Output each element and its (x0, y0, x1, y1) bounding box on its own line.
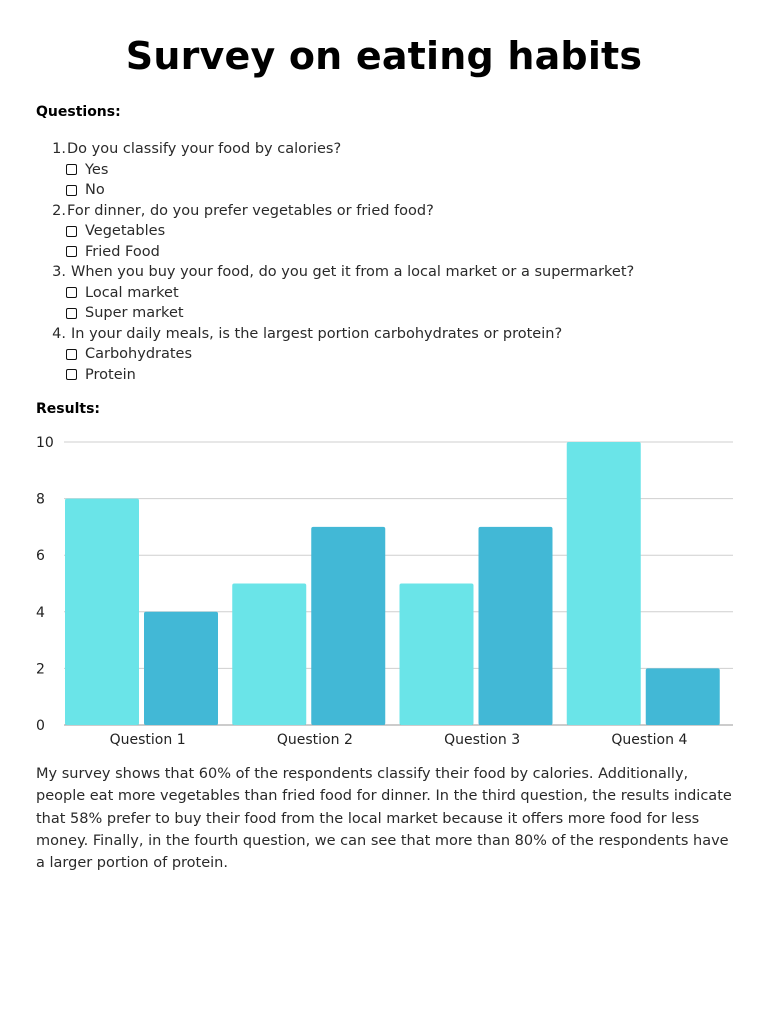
bar (399, 583, 474, 725)
questions-list: 1. Do you classify your food by calories?… (36, 139, 736, 385)
y-tick-label: 6 (36, 548, 45, 564)
checkbox-icon[interactable] (66, 307, 77, 319)
bar-chart: 0 2 4 6 8 10 Question 1 Question 2 Question 3 Que… (36, 435, 733, 748)
question-item: 2. For dinner, do you prefer vegetables o… (36, 201, 736, 263)
question-number: 3. (52, 264, 66, 280)
question-number: 1. (52, 141, 66, 157)
bar (144, 611, 218, 725)
checkbox-icon[interactable] (66, 369, 77, 381)
option-no[interactable]: No (36, 180, 736, 201)
option-yes[interactable]: Yes (36, 160, 736, 181)
option-label: Carbohydrates (85, 346, 193, 362)
option-label: Vegetables (85, 223, 166, 239)
question-item: 4. In your daily meals, is the largest po… (36, 324, 736, 386)
bar (65, 498, 139, 725)
option-label: Yes (85, 161, 109, 178)
x-tick-label: Question 1 (110, 732, 186, 748)
results-chart: 0 2 4 6 8 10 Question 1 Question 2 Question 3 Que… (0, 425, 768, 755)
option-label: Local market (85, 284, 179, 301)
question-number: 4. (52, 325, 66, 342)
results-heading: Results: (36, 401, 100, 417)
option-super-market[interactable]: Super market (36, 303, 736, 324)
question-text: For dinner, do you prefer vegetables or … (67, 202, 434, 219)
option-label: Fried Food (85, 243, 160, 260)
bar (311, 526, 386, 725)
checkbox-icon[interactable] (66, 348, 77, 360)
option-label: Super market (85, 305, 184, 321)
question-number: 2. (52, 202, 66, 219)
option-label: No (85, 182, 105, 198)
checkbox-icon[interactable] (66, 246, 77, 258)
checkbox-icon[interactable] (66, 287, 77, 299)
checkbox-icon[interactable] (66, 225, 77, 237)
bar (566, 442, 641, 725)
x-tick-label: Question 4 (611, 732, 687, 748)
option-protein[interactable]: Protein (36, 365, 736, 386)
option-carbohydrates[interactable]: Carbohydrates (36, 344, 736, 365)
question-text: Do you classify your food by calories? (67, 141, 342, 157)
y-tick-label: 8 (36, 492, 45, 508)
y-tick-label: 10 (36, 435, 54, 451)
option-vegetables[interactable]: Vegetables (36, 221, 736, 242)
y-tick-label: 2 (36, 661, 45, 677)
option-local-market[interactable]: Local market (36, 283, 736, 304)
option-label: Protein (85, 366, 136, 383)
question-text: In your daily meals, is the largest port… (71, 325, 563, 342)
question-item: 3. When you buy your food, do you get it … (36, 262, 736, 324)
question-item: 1. Do you classify your food by calories?… (36, 139, 736, 201)
y-tick-label: 0 (36, 718, 45, 734)
page-title: Survey on eating habits (125, 34, 643, 78)
x-tick-label: Question 3 (444, 732, 520, 748)
x-tick-label: Question 2 (277, 732, 353, 748)
questions-heading: Questions: (36, 104, 121, 120)
bar (232, 583, 307, 725)
checkbox-icon[interactable] (66, 184, 77, 196)
y-tick-label: 4 (36, 605, 45, 621)
summary-paragraph: My survey shows that 60% of the responde… (36, 766, 732, 872)
bar (478, 526, 553, 725)
question-text: When you buy your food, do you get it fr… (71, 264, 635, 280)
checkbox-icon[interactable] (66, 164, 77, 176)
option-fried-food[interactable]: Fried Food (36, 242, 736, 263)
bar (645, 668, 720, 725)
